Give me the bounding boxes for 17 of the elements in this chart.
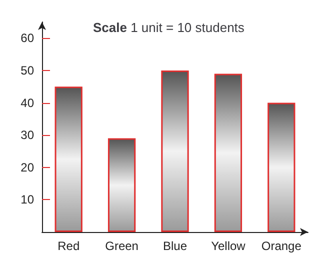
x-tick-label: Blue [162,239,188,253]
bar [268,102,296,232]
x-tick-label: Red [58,239,80,253]
bar [161,70,189,232]
y-tick-label: 50 [20,63,34,78]
bar [108,138,136,232]
bar [54,86,82,232]
y-tick-label: 60 [20,31,34,46]
x-tick-label: Orange [261,239,302,253]
y-tick-label: 20 [20,160,34,174]
x-tick-label: Yellow [211,239,246,253]
chart-title: Scale 1 unit = 10 students [93,20,245,35]
y-tick-label: 40 [20,96,34,110]
bar [214,74,242,232]
y-tick-label: 10 [20,192,34,207]
y-tick-label: 30 [20,128,34,142]
x-tick-label: Green [105,239,138,253]
